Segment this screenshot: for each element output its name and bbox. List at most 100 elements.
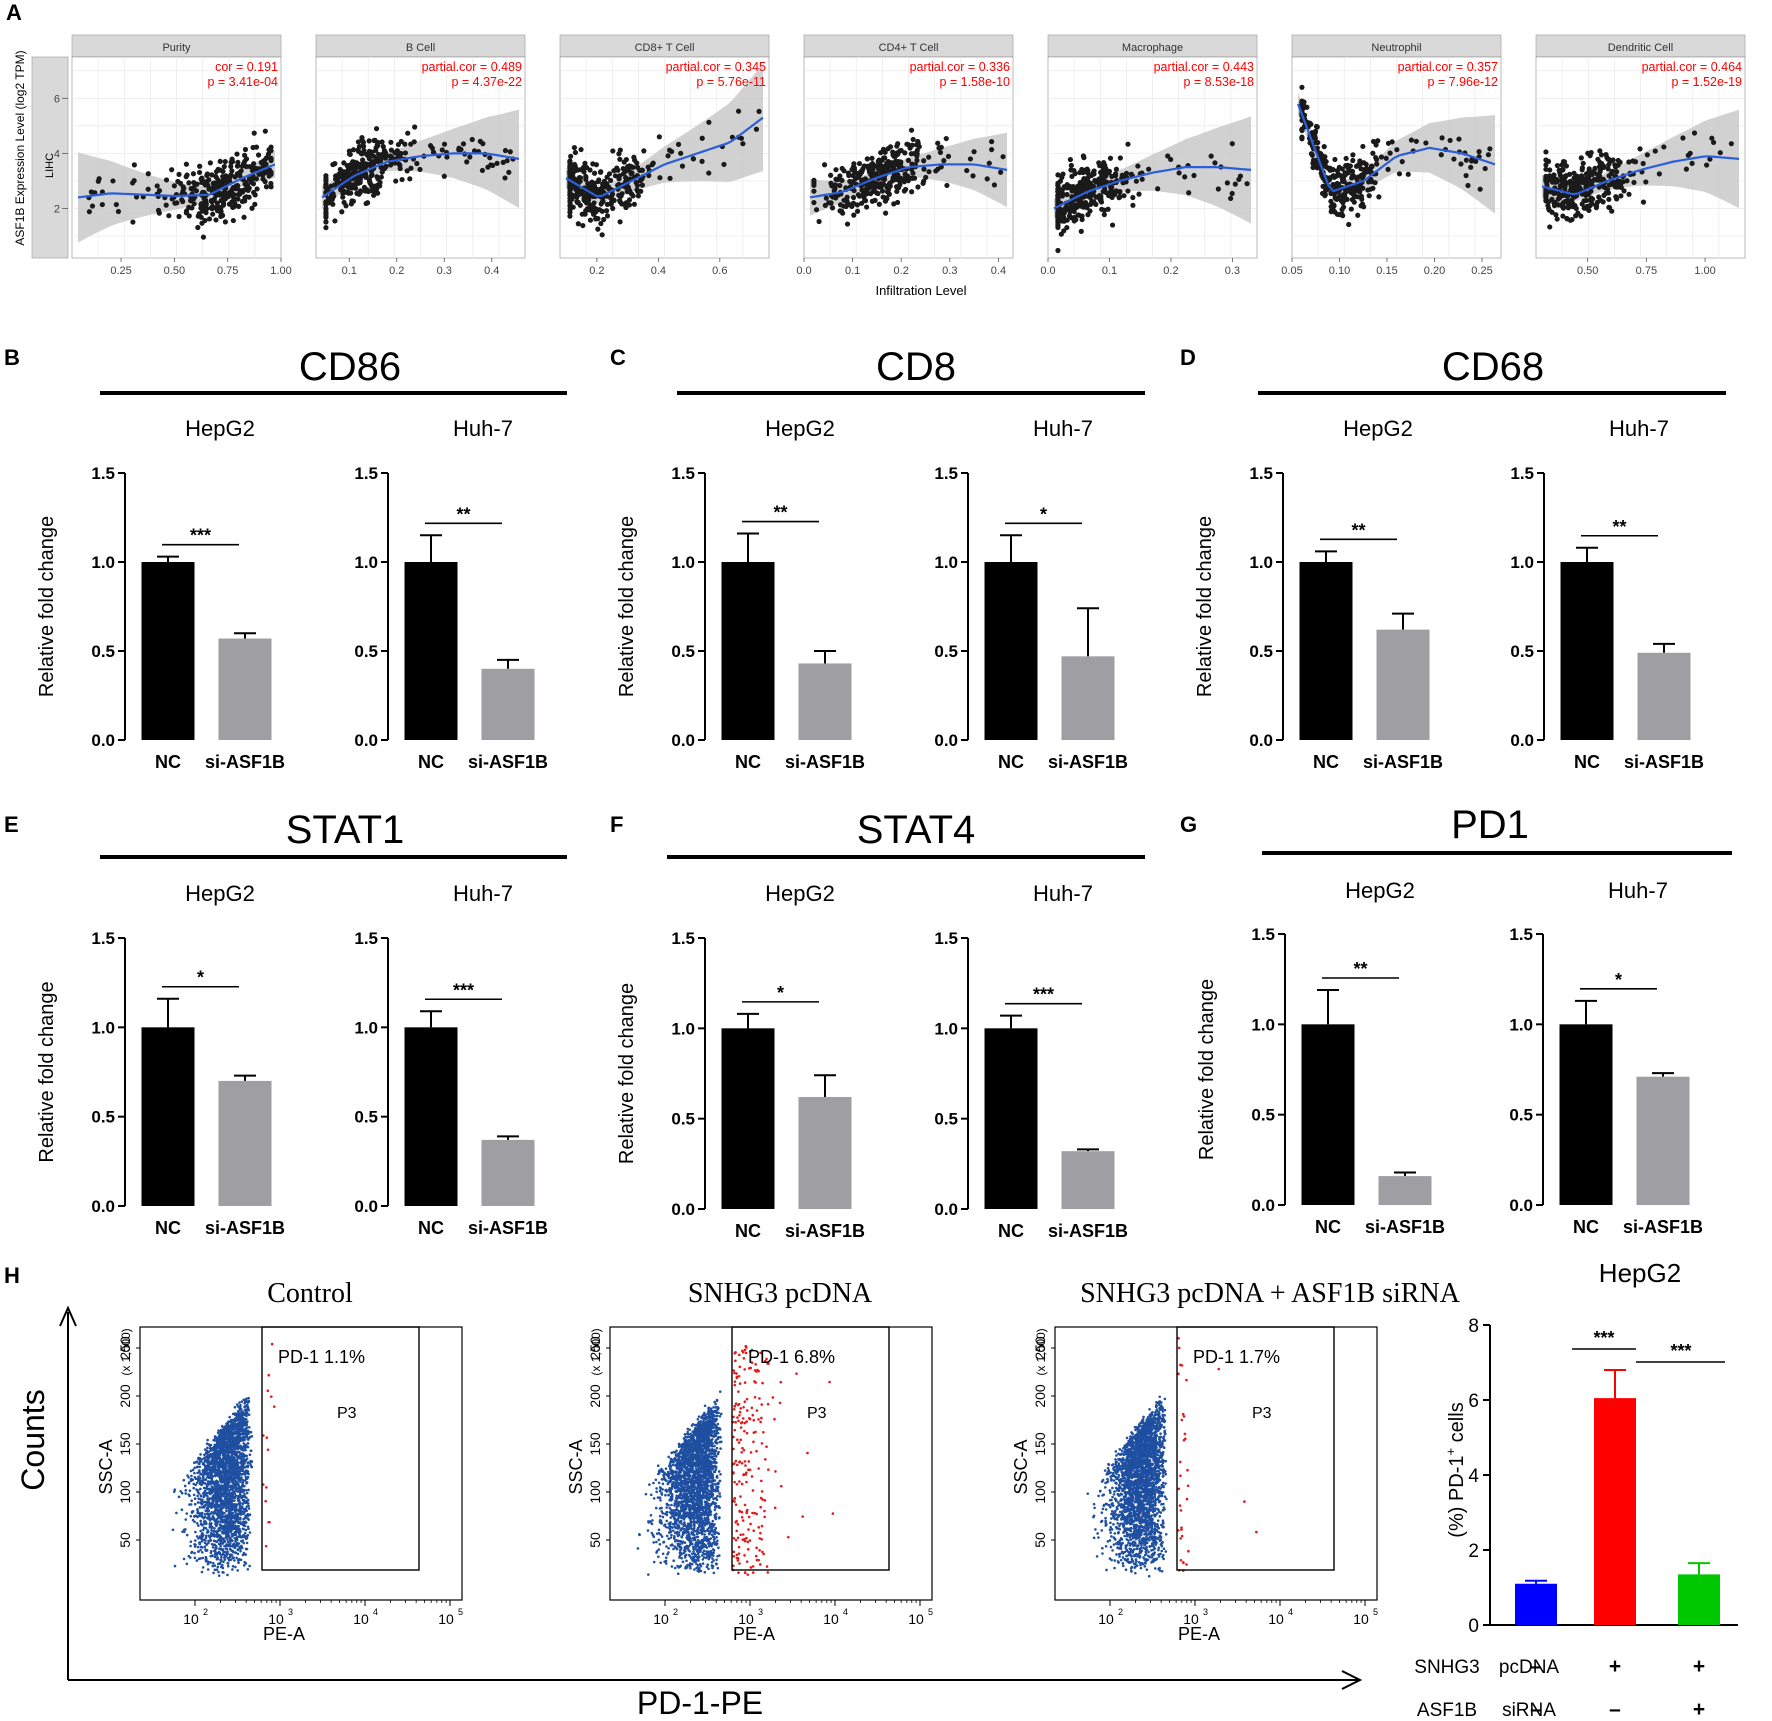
ytick-label: 0.5 [671,1110,695,1129]
category-label: NC [998,752,1024,772]
scatter-point [1603,152,1609,158]
scatter-point [984,176,990,182]
scatter-point [1125,141,1131,147]
scatter-point [1370,185,1376,191]
flow-event [238,1492,242,1496]
category-label: si-ASF1B [205,752,285,772]
flow-event [212,1512,215,1515]
flow-event [190,1479,193,1482]
scatter-point [856,193,863,199]
bar-si-asf1b [798,1096,852,1209]
flow-event [193,1545,197,1548]
scatter-point [604,213,611,219]
scatter-point [369,183,375,189]
ytick-label: 1.0 [354,1018,378,1037]
scatter-point [578,146,584,153]
scatter-point [634,160,640,166]
cell-line-label: Huh-7 [1608,878,1668,903]
flow-event [217,1570,220,1574]
scatter-point [223,173,229,179]
category-label: NC [155,1218,181,1238]
flow-event [212,1571,215,1575]
facet-stat-cor: partial.cor = 0.345 [666,60,766,74]
scatter-point [368,162,374,168]
scatter-point [1458,161,1464,167]
scatter-point [581,169,587,175]
flow-event [200,1511,204,1515]
xtick-label: 0.3 [437,265,452,277]
flow-event [230,1514,233,1518]
scatter-point [1596,164,1603,170]
scatter-point [1308,151,1315,157]
flow-event [245,1435,248,1439]
scatter-point [863,204,870,210]
scatter-point [829,205,836,211]
scatter-point [915,140,921,147]
scatter-point [1469,158,1475,164]
scatter-point [1191,172,1197,179]
scatter-point [1348,206,1354,212]
scatter-point [1476,149,1482,155]
facet-stat-cor: partial.cor = 0.443 [1154,60,1254,74]
scatter-point [1055,172,1061,178]
scatter-point [898,147,904,154]
flow-event [212,1539,216,1543]
flow-event [228,1415,231,1419]
cell-line-label: HepG2 [765,881,835,906]
scatter-point [740,141,746,147]
scatter-point [507,149,513,155]
scatter-point [864,156,870,162]
scatter-point [933,168,939,174]
scatter-point [199,175,205,181]
xtick-label: 0.6 [712,265,727,277]
y-axis-label: Relative fold change [1194,516,1216,697]
ytick-label: 1.5 [934,929,958,948]
ytick-label: 1.5 [354,464,378,483]
scatter-point [620,166,626,172]
scatter-point [964,167,970,174]
scatter-point [110,178,116,184]
scatter-point [341,169,347,175]
scatter-point [363,163,369,170]
scatter-point [1624,178,1630,184]
scatter-point [1600,199,1606,205]
flow-event [197,1524,200,1527]
flow-event [193,1497,197,1501]
scatter-point [202,197,209,203]
flow-event [244,1521,248,1524]
ytick-label: 1.0 [1509,1015,1533,1034]
flow-event [239,1480,242,1483]
ytick-label: 0.5 [91,1108,115,1127]
scatter-point [617,199,623,205]
scatter-point [163,202,169,208]
scatter-point [237,188,243,194]
scatter-point [323,206,329,213]
scatter-point [909,175,915,181]
scatter-point [325,186,331,192]
scatter-point [599,232,605,238]
ytick-label: 1.0 [934,1019,958,1038]
scatter-point [398,150,404,157]
flow-event [235,1428,239,1432]
ytick-label: 1.0 [1510,553,1534,572]
ytick-label: 0.5 [934,1110,958,1129]
flow-event [248,1462,252,1465]
scatter-point [360,139,367,145]
xtick-label: 0.75 [217,265,238,277]
flow-event [221,1563,224,1567]
scatter-point [851,161,857,167]
flow-event [213,1564,217,1567]
scatter-point [1601,192,1607,198]
scatter-point [574,194,580,200]
scatter-point [1359,196,1365,202]
scatter-point [1612,179,1618,185]
scatter-point [828,180,834,186]
flow-event [249,1430,253,1434]
flow-event [243,1408,247,1412]
flow-event [195,1559,199,1562]
sig-stars: *** [1033,985,1054,1005]
scatter-point [606,171,613,177]
scatter-point [813,207,820,213]
scatter-point [1579,167,1585,173]
